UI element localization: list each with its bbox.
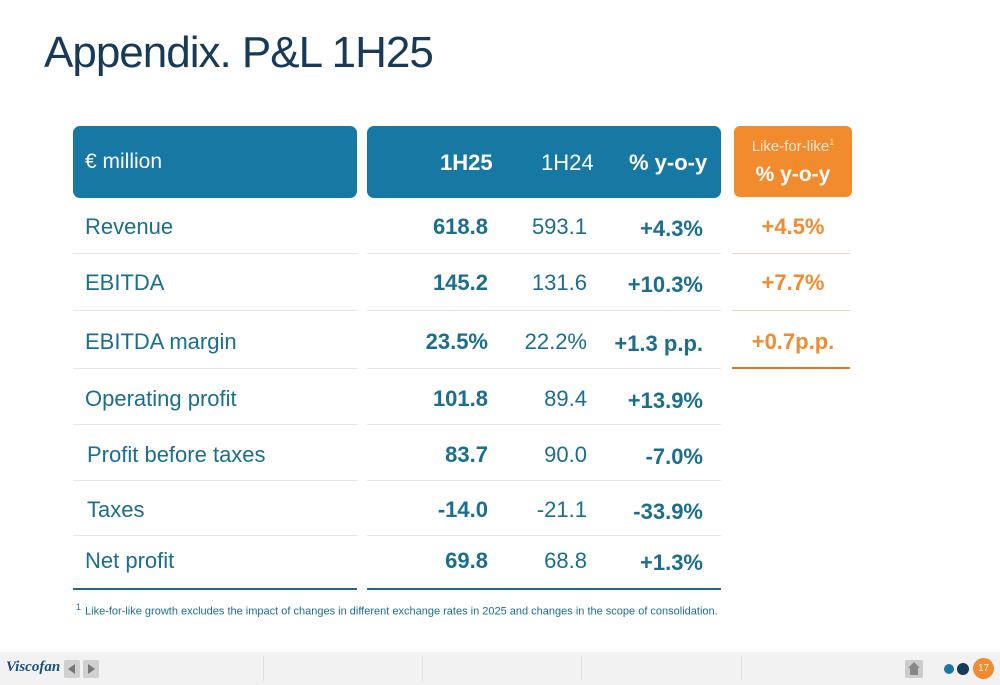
value-1h25: 83.7 [445,442,488,467]
home-icon[interactable] [905,660,923,678]
value-1h25: 145.2 [432,270,488,295]
value-lfl: +4.5% [761,214,825,239]
value-yoy: +4.3% [640,216,703,241]
row-divider [367,368,721,369]
footnote-text: Like-for-like growth excludes the impact… [85,605,718,618]
row-label: Profit before taxes [87,442,266,467]
table-row: EBITDA 145.2 131.6 +10.3% +7.7% [0,270,1000,326]
footer-divider [422,656,423,681]
row-label: EBITDA margin [85,329,237,354]
value-1h24: 90.0 [544,442,587,467]
row-divider [73,368,357,369]
progress-dot [957,663,969,675]
value-1h25: 101.8 [432,386,488,411]
column-header-1h24: 1H24 [541,150,594,175]
row-label: EBITDA [85,270,165,295]
value-1h25: 23.5% [425,329,488,354]
value-yoy: +1.3 p.p. [614,331,703,356]
progress-dot [944,664,954,674]
value-1h24: 89.4 [544,386,587,411]
value-1h24: 593.1 [531,214,587,239]
row-divider [73,253,357,254]
column-header-1h25: 1H25 [440,150,493,175]
value-1h25: -14.0 [437,497,488,522]
row-divider [73,535,357,536]
row-divider [367,480,721,481]
table-row: Revenue 618.8 593.1 +4.3% +4.5% [0,214,1000,270]
header-unit-cell: € million [73,126,357,198]
row-divider [367,535,721,536]
next-arrow-icon[interactable] [83,660,99,678]
row-divider [73,480,357,481]
value-yoy: +13.9% [627,388,703,413]
table-row: EBITDA margin 23.5% 22.2% +1.3 p.p. +0.7… [0,329,1000,385]
value-yoy: -7.0% [645,444,703,469]
row-label: Taxes [87,497,145,522]
row-label: Operating profit [85,386,237,411]
row-label: Net profit [85,548,175,573]
row-divider [73,424,357,425]
prev-arrow-icon[interactable] [64,660,80,678]
footer-divider [581,656,582,681]
value-1h24: 68.8 [544,548,587,573]
table-bottom-rule [367,588,721,590]
value-1h25: 618.8 [432,214,488,239]
footnote-marker: 1 [76,602,82,612]
table-row: Net profit 69.8 68.8 +1.3% [0,548,1000,604]
lfl-header-line2: % y-o-y [755,163,831,186]
unit-label: € million [85,150,163,173]
row-divider [73,310,357,311]
row-divider [367,253,721,254]
page-title: Appendix. P&L 1H25 [44,28,434,77]
value-1h25: 69.8 [445,548,488,573]
viscofan-logo: Viscofan [6,659,61,675]
table-bottom-rule [73,588,357,590]
column-header-yoy: % y-o-y [629,150,708,175]
row-divider [367,310,721,311]
row-label: Revenue [85,214,174,239]
table-row: Operating profit 101.8 89.4 +13.9% [0,386,1000,442]
value-1h24: -21.1 [536,497,587,522]
footer-divider [263,656,264,681]
footer-bar: Viscofan 17 [0,652,1000,685]
table-row: Profit before taxes 83.7 90.0 -7.0% [0,442,1000,498]
value-1h24: 22.2% [524,329,587,354]
header-like-for-like: Like-for-like1 % y-o-y [734,126,852,197]
footer-divider [741,656,742,681]
header-periods: 1H25 1H24 % y-o-y [367,126,721,198]
lfl-header-line1: Like-for-like1 [751,137,835,155]
value-1h24: 131.6 [531,270,587,295]
value-yoy: +10.3% [627,272,703,297]
lfl-bottom-rule [732,367,850,369]
page-number: 17 [973,658,994,679]
row-divider [367,424,721,425]
row-divider [732,253,850,254]
row-divider [732,310,850,311]
value-lfl: +7.7% [761,270,825,295]
footnote: 1 Like-for-like growth excludes the impac… [76,602,718,618]
table-row: Taxes -14.0 -21.1 -33.9% [0,497,1000,553]
value-yoy: -33.9% [633,499,703,524]
value-lfl: +0.7p.p. [751,329,835,354]
value-yoy: +1.3% [640,550,703,575]
